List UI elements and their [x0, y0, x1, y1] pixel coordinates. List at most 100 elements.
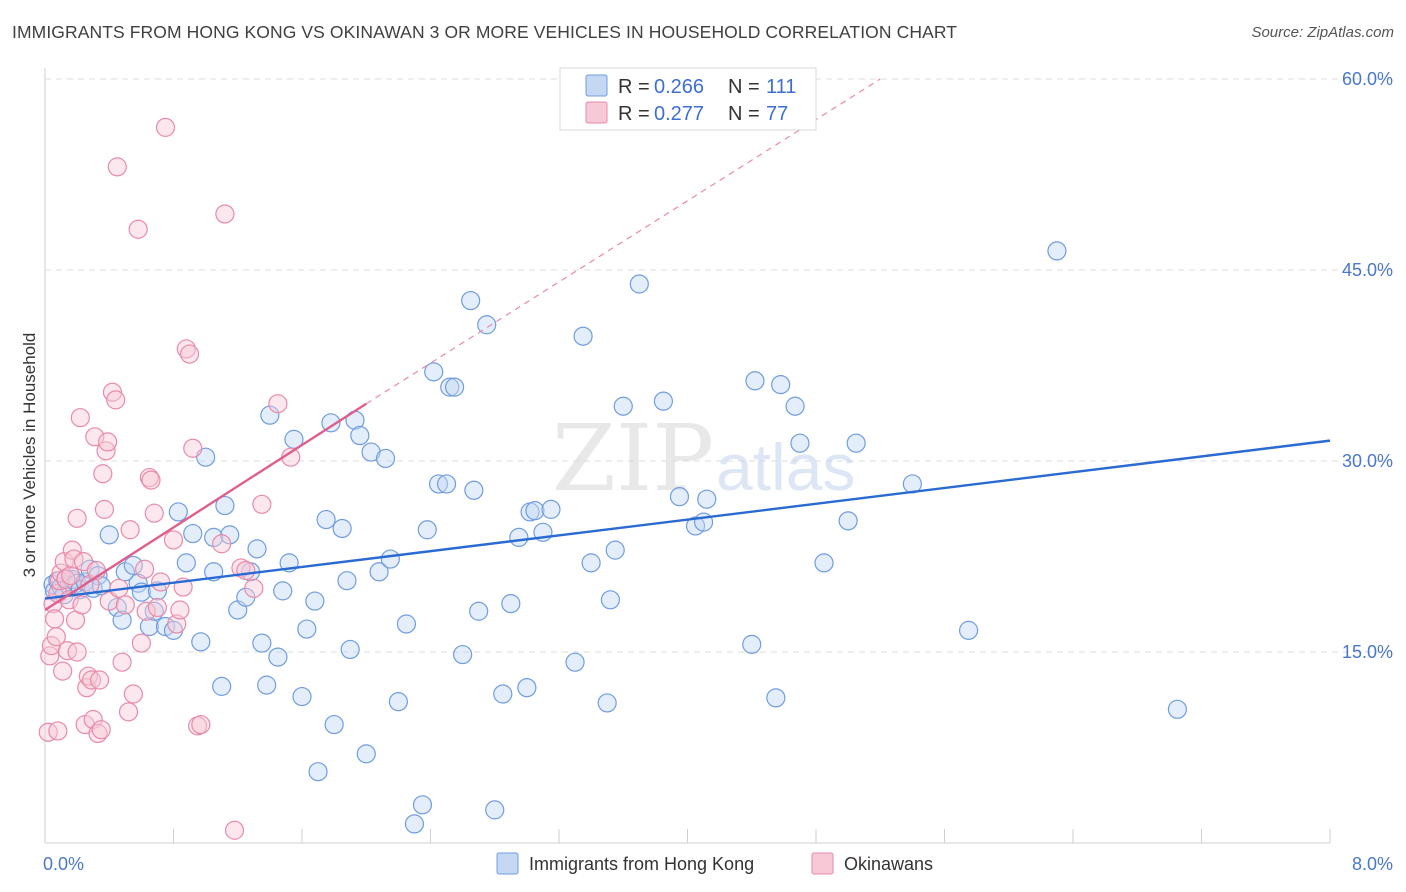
data-point-hong-kong: [139, 616, 160, 637]
data-point-hong-kong: [444, 377, 465, 397]
data-point-okinawan: [81, 670, 102, 690]
legend-r-value-blue: 0.266: [654, 76, 704, 98]
data-point-hong-kong: [268, 647, 288, 667]
data-point-hong-kong: [257, 675, 277, 695]
data-point-hong-kong: [477, 315, 497, 335]
y-tick-label: 30.0%: [1342, 451, 1393, 471]
data-point-hong-kong: [99, 525, 119, 545]
data-point-hong-kong: [212, 676, 232, 696]
data-point-hong-kong: [464, 480, 484, 500]
data-point-okinawan: [179, 344, 200, 364]
bottom-legend-label-pink: Okinawans: [844, 854, 933, 874]
data-point-okinawan: [136, 601, 156, 621]
data-point-hong-kong: [493, 684, 513, 704]
data-point-okinawan: [112, 652, 132, 672]
data-point-okinawan: [48, 721, 68, 741]
data-point-hong-kong: [375, 448, 396, 469]
data-point-hong-kong: [215, 495, 235, 516]
data-point-hong-kong: [404, 814, 425, 834]
data-point-hong-kong: [440, 377, 460, 397]
data-point-okinawan: [212, 534, 232, 554]
data-point-hong-kong: [525, 501, 545, 521]
x-tick-label: 8.0%: [1352, 854, 1393, 874]
data-point-hong-kong: [653, 391, 674, 411]
data-point-hong-kong: [168, 502, 188, 522]
data-point-hong-kong: [838, 511, 858, 531]
data-point-hong-kong: [321, 413, 341, 433]
data-point-okinawan: [244, 578, 264, 598]
legend-n-value-pink: 77: [766, 103, 788, 125]
watermark-atlas: atlas: [716, 430, 855, 504]
data-point-hong-kong: [380, 549, 400, 569]
axis-layer: 15.0% 30.0% 45.0% 60.0% 0.0% 8.0%: [43, 68, 1393, 874]
data-point-hong-kong: [350, 425, 370, 446]
data-point-okinawan: [70, 408, 90, 428]
data-point-okinawan: [215, 204, 235, 224]
data-point-hong-kong: [1047, 241, 1067, 261]
bottom-legend-swatch-pink: [811, 852, 834, 875]
data-point-okinawan: [45, 609, 65, 629]
data-point-hong-kong: [337, 571, 357, 591]
data-point-hong-kong: [771, 375, 791, 395]
data-point-okinawan: [163, 530, 184, 550]
data-point-hong-kong: [424, 362, 444, 382]
data-point-okinawan: [170, 600, 190, 620]
data-point-okinawan: [72, 595, 92, 615]
data-point-hong-kong: [369, 562, 389, 582]
data-point-okinawan: [91, 720, 111, 740]
data-point-okinawan: [61, 565, 81, 586]
data-point-okinawan: [85, 427, 105, 447]
data-point-okinawan: [38, 722, 58, 742]
data-point-hong-kong: [453, 644, 473, 665]
data-point-hong-kong: [766, 688, 786, 708]
data-point-hong-kong: [252, 633, 272, 653]
legend-r-label-pink: R =: [618, 103, 650, 125]
y-tick-label: 45.0%: [1342, 260, 1393, 280]
data-point-okinawan: [107, 157, 127, 177]
data-point-hong-kong: [273, 581, 293, 601]
chart-title: IMMIGRANTS FROM HONG KONG VS OKINAWAN 3 …: [12, 22, 958, 42]
data-point-hong-kong: [814, 553, 834, 573]
data-point-okinawan: [67, 642, 87, 662]
chart-source: Source: ZipAtlas.com: [1251, 24, 1394, 41]
bottom-legend-swatch-blue: [496, 852, 519, 875]
data-point-hong-kong: [785, 396, 805, 416]
data-point-okinawan: [118, 702, 139, 722]
data-point-hong-kong: [745, 371, 765, 391]
data-point-hong-kong: [461, 290, 481, 311]
data-point-okinawan: [106, 390, 126, 410]
data-point-okinawan: [183, 438, 203, 458]
data-point-okinawan: [99, 591, 119, 611]
data-point-okinawan: [90, 670, 110, 690]
legend-n-value-blue: 111: [766, 76, 796, 98]
data-point-hong-kong: [581, 553, 601, 573]
data-point-hong-kong: [316, 509, 336, 530]
data-point-okinawan: [57, 641, 78, 661]
data-point-okinawan: [123, 684, 143, 704]
data-point-okinawan: [67, 508, 87, 528]
data-point-okinawan: [187, 716, 208, 736]
legend-n-label-pink: N =: [728, 103, 760, 125]
data-point-hong-kong: [958, 620, 979, 640]
data-point-okinawan: [151, 572, 171, 592]
data-point-hong-kong: [417, 520, 437, 540]
data-point-hong-kong: [517, 678, 537, 698]
data-point-hong-kong: [501, 594, 521, 614]
data-point-okinawan: [53, 661, 73, 681]
data-point-hong-kong: [292, 686, 312, 707]
data-point-hong-kong: [332, 518, 352, 539]
data-point-okinawan: [49, 571, 70, 591]
data-point-okinawan: [252, 494, 272, 514]
data-point-hong-kong: [573, 326, 593, 346]
data-point-okinawan: [120, 520, 140, 540]
legend-swatch-pink: [585, 101, 608, 124]
data-point-hong-kong: [469, 601, 489, 621]
data-point-okinawan: [128, 219, 148, 239]
y-axis-label: 3 or more Vehicles in Household: [20, 333, 39, 578]
data-point-okinawan: [155, 117, 176, 137]
data-point-hong-kong: [697, 489, 717, 509]
data-point-okinawan: [144, 503, 164, 523]
data-point-hong-kong: [541, 499, 561, 519]
data-point-okinawan: [141, 470, 161, 490]
